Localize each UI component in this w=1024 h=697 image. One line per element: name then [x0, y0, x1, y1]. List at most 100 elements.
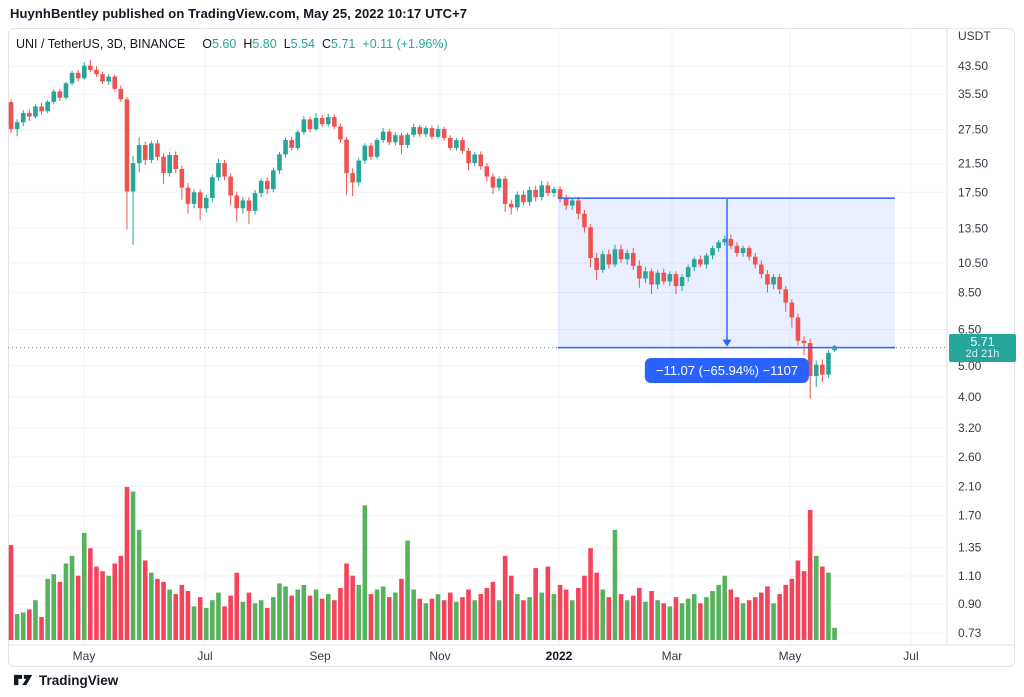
volume-bar — [588, 548, 593, 640]
attribution-header: HuynhBentley published on TradingView.co… — [10, 6, 468, 21]
candle-body — [39, 106, 44, 112]
volume-bar — [661, 603, 667, 640]
candle-body — [508, 203, 514, 208]
volume-bar — [81, 532, 87, 640]
volume-bar — [600, 589, 606, 640]
tradingview-logo-icon[interactable] — [14, 672, 33, 688]
low-label: L — [283, 37, 291, 51]
volume-bar — [789, 578, 795, 640]
volume-bar — [710, 591, 715, 640]
candle-body — [405, 134, 410, 146]
candle-body — [783, 289, 789, 303]
candle-body — [728, 238, 734, 246]
volume-bar — [612, 529, 618, 640]
candle-body — [167, 154, 172, 174]
volume-bar — [399, 578, 404, 640]
y-tick-label: 27.50 — [958, 123, 988, 137]
x-tick-label: Jul — [903, 649, 918, 663]
candle-body — [582, 213, 587, 228]
volume-bar — [679, 603, 685, 640]
volume-bar — [307, 595, 313, 640]
volume-bar — [167, 589, 172, 640]
volume-bar — [130, 491, 136, 640]
x-tick-label: 2022 — [546, 649, 573, 663]
volume-bar — [264, 607, 270, 640]
volume-bar — [338, 587, 343, 640]
volume-bar — [441, 600, 447, 640]
candle-body — [332, 117, 337, 127]
y-tick-label: 35.50 — [958, 87, 988, 101]
volume-bar — [765, 586, 770, 640]
volume-bar — [502, 555, 508, 640]
price-axis[interactable]: USDT 43.50 35.50 27.50 21.50 17.50 13.50 10.50 8… — [958, 29, 991, 640]
measure-label[interactable]: −11.07 (−65.94%) −1107 — [644, 357, 810, 383]
candle-body — [569, 200, 575, 206]
close-label: C — [322, 37, 332, 51]
volume-bar — [673, 597, 679, 640]
open-value: 5.60 — [212, 37, 237, 51]
volume-bar — [222, 606, 227, 640]
volume-bar — [411, 589, 416, 640]
candle-body — [435, 129, 441, 137]
y-tick-label: 17.50 — [958, 185, 988, 199]
candle-body — [179, 169, 185, 188]
candle-body — [142, 145, 148, 160]
volume-bar — [569, 600, 575, 640]
symbol-legend[interactable]: UNI / TetherUS, 3D, BINANCE O5.60 H5.80 L5.… — [16, 37, 448, 51]
candle-body — [100, 74, 105, 82]
candle-body — [771, 277, 776, 285]
candle-body — [594, 257, 599, 270]
x-tick-label: Nov — [429, 649, 450, 663]
volume-bar — [88, 548, 93, 640]
candle-body — [722, 238, 728, 243]
candle-body — [502, 178, 508, 204]
volume-bar — [527, 597, 532, 640]
volume-bar — [161, 581, 166, 640]
candle-body — [576, 200, 581, 214]
volume-bar — [698, 603, 703, 640]
candle-body — [600, 254, 606, 270]
candle-body — [57, 91, 63, 98]
volume-bar — [319, 598, 325, 640]
candle-body — [533, 189, 538, 198]
volume-bar — [832, 627, 837, 640]
volume-bar — [783, 584, 789, 640]
y-tick-label: 2.10 — [958, 479, 982, 493]
candle-body — [228, 176, 233, 196]
volume-bar — [368, 594, 374, 640]
volume-bar — [557, 584, 563, 640]
volume-bar — [533, 568, 538, 640]
x-tick-label: Jul — [197, 649, 212, 663]
volume-bar — [210, 600, 215, 640]
candle-body — [795, 317, 801, 341]
time-axis[interactable]: May Jul Sep Nov 2022 Mar May Jul — [73, 649, 919, 663]
volume-bar — [746, 600, 752, 640]
grid-lines — [8, 28, 947, 645]
candle-body — [478, 154, 484, 167]
volume-bar — [179, 584, 185, 640]
y-tick-label: 21.50 — [958, 157, 988, 171]
volume-bar — [807, 509, 813, 640]
current-price: 5.71 — [970, 334, 995, 349]
candle-body — [655, 272, 660, 285]
candle-body — [216, 163, 221, 178]
volume-bar — [246, 592, 252, 640]
close-value: 5.71 — [331, 37, 356, 51]
candle-body — [264, 180, 270, 190]
volume-bar — [820, 566, 825, 640]
volume-bar — [490, 581, 496, 640]
tradingview-brand-text[interactable]: TradingView — [39, 672, 119, 688]
candle-body — [710, 248, 715, 256]
volume-bar — [771, 603, 776, 640]
volume-bar — [405, 540, 410, 640]
volume-bar — [795, 560, 801, 640]
candle-body — [807, 343, 813, 377]
candle-body — [386, 131, 392, 143]
candle-body — [649, 271, 654, 285]
volume-bar — [118, 555, 124, 640]
x-tick-label: May — [779, 649, 802, 663]
volume-bar — [374, 589, 380, 640]
y-tick-label: 1.10 — [958, 569, 982, 583]
volume-bar — [136, 529, 142, 640]
